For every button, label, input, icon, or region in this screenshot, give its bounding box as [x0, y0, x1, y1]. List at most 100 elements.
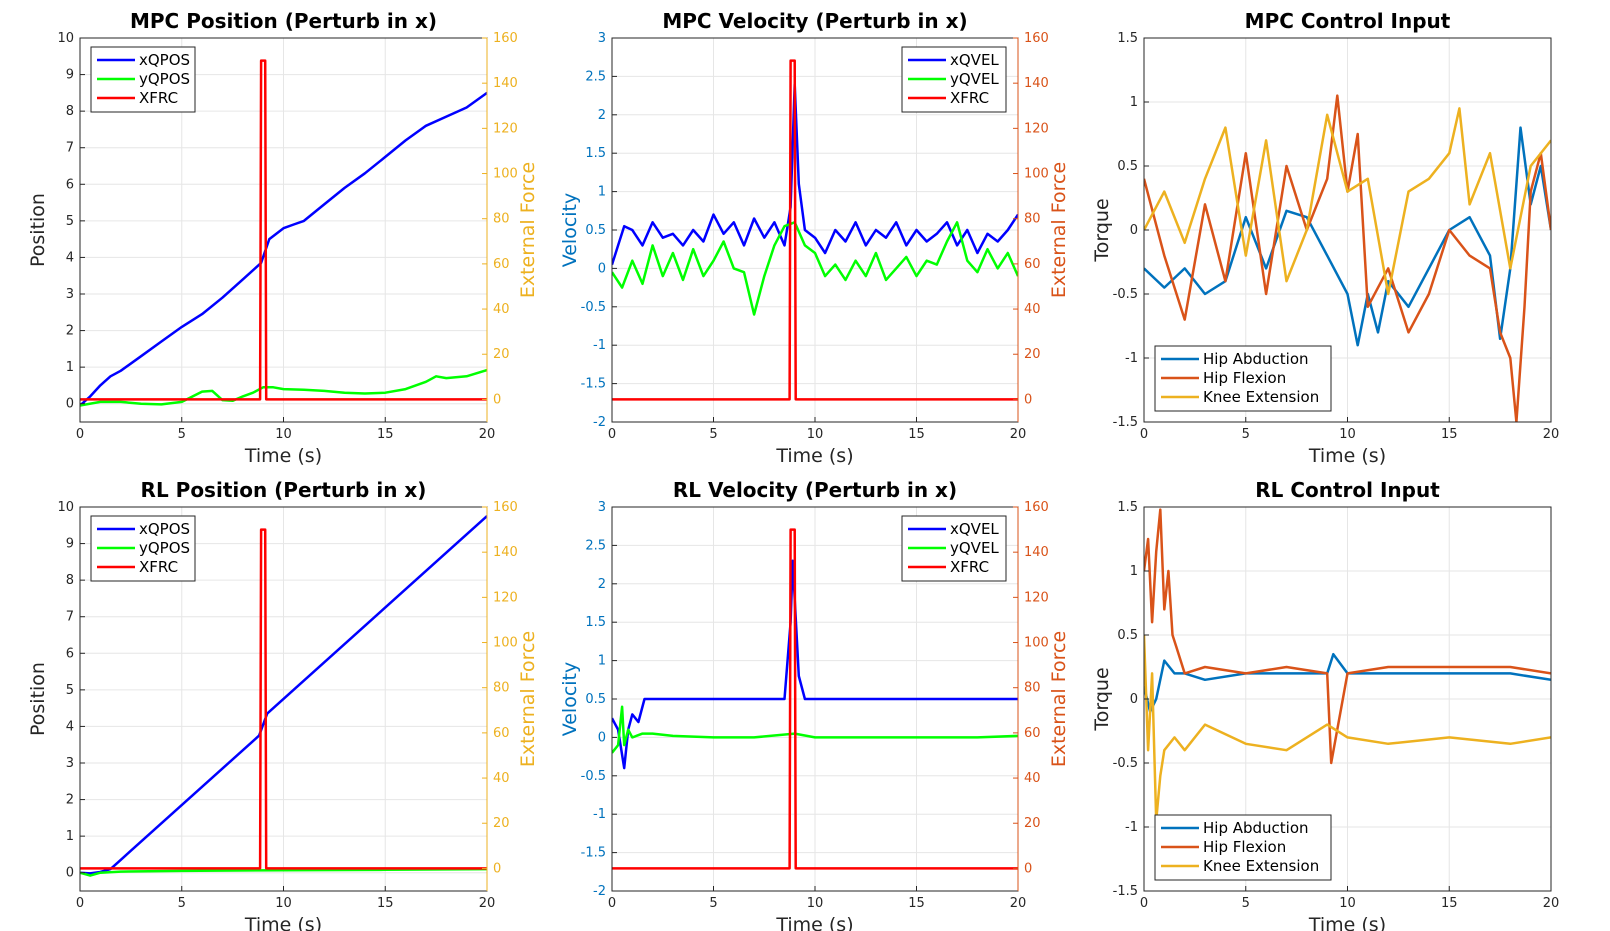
y2-tick-label: 60	[1024, 257, 1041, 272]
y-tick-label: 9	[66, 537, 74, 552]
y-tick-label: 0.5	[1117, 159, 1138, 174]
legend-label: yQVEL	[950, 70, 999, 88]
y-tick-label: 8	[66, 573, 74, 588]
y2-tick-label: 140	[493, 545, 518, 560]
y-tick-label: 10	[57, 500, 74, 515]
y-tick-label: 3	[598, 500, 606, 515]
y2-tick-label: 20	[1024, 347, 1041, 362]
y2-tick-label: 100	[1024, 636, 1049, 651]
legend-label: xQVEL	[950, 520, 999, 538]
legend-label: yQVEL	[950, 539, 999, 557]
series-hip-flexion	[1144, 94, 1551, 422]
legend-label: XFRC	[950, 558, 989, 576]
series-xfrc	[80, 528, 487, 870]
y-tick-label: 6	[66, 646, 74, 661]
y-tick-label: 1	[598, 654, 606, 669]
x-tick-label: 20	[1010, 427, 1027, 442]
y-tick-label: 9	[66, 68, 74, 83]
y2-tick-label: 160	[1024, 31, 1049, 46]
y2-axis-label: External Force	[1048, 162, 1070, 298]
chart-title: MPC Velocity (Perturb in x)	[662, 9, 967, 33]
y2-tick-label: 0	[1024, 861, 1032, 876]
y2-tick-label: 100	[493, 636, 518, 651]
y-tick-label: 1	[1130, 564, 1138, 579]
legend-label: XFRC	[139, 89, 178, 107]
y2-tick-label: 0	[1024, 392, 1032, 407]
y2-tick-label: 80	[1024, 212, 1041, 227]
x-tick-label: 10	[1339, 427, 1356, 442]
legend-label: Hip Abduction	[1203, 819, 1309, 837]
series-xqvel	[612, 559, 1018, 770]
y2-tick-label: 40	[1024, 771, 1041, 786]
legend-label: yQPOS	[139, 70, 190, 88]
legend-label: Knee Extension	[1203, 388, 1319, 406]
x-axis-label: Time (s)	[775, 914, 853, 931]
x-tick-label: 0	[1140, 427, 1148, 442]
chart-title: RL Position (Perturb in x)	[141, 478, 427, 502]
y2-tick-label: 20	[493, 816, 510, 831]
y2-tick-label: 40	[1024, 302, 1041, 317]
y-tick-label: -1.5	[581, 377, 606, 392]
y2-tick-label: 140	[493, 76, 518, 91]
series-yqvel	[612, 705, 1018, 754]
y-tick-label: -1.5	[1113, 415, 1138, 430]
legend-label: Hip Abduction	[1203, 350, 1309, 368]
y-tick-label: 1.5	[1117, 500, 1138, 515]
y-tick-label: 2	[66, 793, 74, 808]
y-tick-label: 3	[598, 31, 606, 46]
y-tick-label: 7	[66, 141, 74, 156]
y-tick-label: 6	[66, 177, 74, 192]
x-axis-label: Time (s)	[1308, 914, 1386, 931]
y-tick-label: 1.5	[585, 146, 606, 161]
y-tick-label: 3	[66, 756, 74, 771]
x-axis-label: Time (s)	[244, 445, 322, 467]
chart-5: 0 5 10 15 20 -2 -1.5 -1 -0.5 0 0.5 1 1.5 2 2.5 3 0 20 40 60…	[559, 478, 1070, 931]
y-tick-label: 0	[598, 730, 606, 745]
series-hip-flexion	[1144, 508, 1551, 765]
x-tick-label: 5	[1242, 427, 1250, 442]
y-tick-label: 0	[1130, 692, 1138, 707]
y-tick-label: -0.5	[1113, 756, 1138, 771]
y-axis-label: Velocity	[559, 193, 581, 268]
chart-3: 0 5 10 15 20 -1.5 -1 -0.5 0 0.5 1 1.5 MPC Control In…	[1091, 9, 1559, 467]
x-axis-label: Time (s)	[775, 445, 853, 467]
y-tick-label: 1	[1130, 95, 1138, 110]
y-tick-label: 0.5	[585, 692, 606, 707]
x-tick-label: 15	[908, 896, 925, 911]
x-axis-label: Time (s)	[244, 914, 322, 931]
series-yqpos	[80, 867, 487, 877]
y-tick-label: -0.5	[581, 300, 606, 315]
y2-tick-label: 0	[493, 392, 501, 407]
series-knee-extension	[1144, 107, 1551, 296]
y-axis-label: Velocity	[559, 662, 581, 737]
series-hip-abduction	[1144, 126, 1551, 347]
y-tick-label: -1.5	[1113, 884, 1138, 899]
y-tick-label: 1.5	[1117, 31, 1138, 46]
y2-tick-label: 60	[493, 257, 510, 272]
y2-tick-label: 40	[493, 771, 510, 786]
chart-title: MPC Control Input	[1245, 9, 1451, 33]
x-axis-label: Time (s)	[1308, 445, 1386, 467]
chart-title: MPC Position (Perturb in x)	[130, 9, 437, 33]
y-tick-label: 2	[66, 324, 74, 339]
x-tick-label: 20	[1543, 427, 1560, 442]
y-tick-label: 10	[57, 31, 74, 46]
y2-tick-label: 120	[493, 121, 518, 136]
y-axis-label: Position	[27, 193, 49, 267]
x-tick-label: 10	[275, 896, 292, 911]
y2-tick-label: 160	[493, 31, 518, 46]
y2-axis-label: External Force	[1048, 631, 1070, 767]
y2-tick-label: 20	[1024, 816, 1041, 831]
chart-4: 0 5 10 15 2001234567891002040608010012014016…	[27, 478, 539, 931]
y-tick-label: -2	[593, 884, 606, 899]
x-tick-label: 20	[1543, 896, 1560, 911]
x-tick-label: 10	[807, 427, 824, 442]
y-tick-label: 4	[66, 250, 74, 265]
x-tick-label: 10	[807, 896, 824, 911]
y-tick-label: 3	[66, 287, 74, 302]
